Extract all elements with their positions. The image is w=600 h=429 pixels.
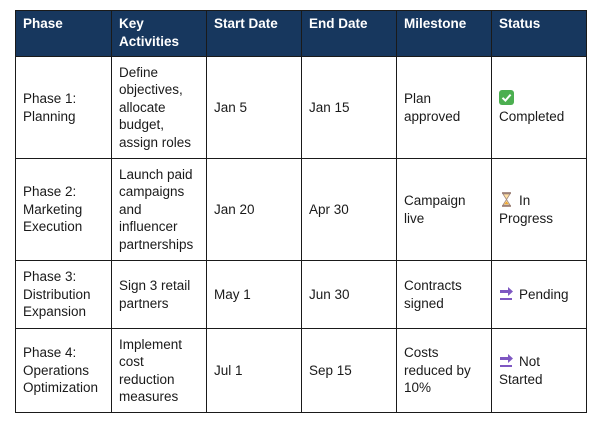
table-cell: May 1 xyxy=(206,260,302,329)
table-row: Phase 1: Planning Define objectives, allo… xyxy=(15,56,587,159)
table-cell: Phase 2: Marketing Execution xyxy=(15,158,112,261)
table-cell: Sign 3 retail partners xyxy=(111,260,207,329)
table-cell: Jan 5 xyxy=(206,56,302,159)
table-cell: Not Started xyxy=(491,328,587,413)
table-cell: Jul 1 xyxy=(206,328,302,413)
column-header: Phase xyxy=(15,10,112,57)
table-row: Phase 2: Marketing Execution Launch paid … xyxy=(15,158,587,261)
table-cell: Jan 15 xyxy=(301,56,397,159)
column-header: End Date xyxy=(301,10,397,57)
table-row: Phase 3: Distribution Expansion Sign 3 re… xyxy=(15,260,587,329)
table-cell: Phase 1: Planning xyxy=(15,56,112,159)
table-cell: Campaign live xyxy=(396,158,492,261)
status-text: Pending xyxy=(519,286,569,302)
header-row: Phase Key Activities Start Date End Date Mil… xyxy=(15,10,587,57)
table-cell: In Progress xyxy=(491,158,587,261)
status-text: Not Started xyxy=(499,354,543,387)
status-text: Completed xyxy=(499,108,565,124)
table-cell: Define objectives, allocate budget, assi… xyxy=(111,56,207,159)
column-header: Start Date xyxy=(206,10,302,57)
status-icon xyxy=(501,192,512,207)
table-container: Phase Key Activities Start Date End Date Mil… xyxy=(15,10,587,413)
table-cell: Apr 30 xyxy=(301,158,397,261)
table-row: Phase 4: Operations Optimization Implemen… xyxy=(15,328,587,413)
column-header: Status xyxy=(491,10,587,57)
table-cell: Completed xyxy=(491,56,587,159)
table-cell: Sep 15 xyxy=(301,328,397,413)
column-header: Key Activities xyxy=(111,10,207,57)
table-cell: Launch paid campaigns and influencer par… xyxy=(111,158,207,261)
status-icon xyxy=(500,286,513,300)
table-cell: Jun 30 xyxy=(301,260,397,329)
status-icon xyxy=(499,90,514,105)
table-cell: Costs reduced by 10% xyxy=(396,328,492,413)
table-cell: Plan approved xyxy=(396,56,492,159)
table-cell: Implement cost reduction measures xyxy=(111,328,207,413)
table-cell: Jan 20 xyxy=(206,158,302,261)
table-cell: Phase 4: Operations Optimization xyxy=(15,328,112,413)
table-body: Phase 1: Planning Define objectives, allo… xyxy=(15,56,587,413)
table-cell: Phase 3: Distribution Expansion xyxy=(15,260,112,329)
status-text: In Progress xyxy=(499,193,554,226)
project-table: Phase Key Activities Start Date End Date Mil… xyxy=(15,10,587,413)
column-header: Milestone xyxy=(396,10,492,57)
table-cell: Contracts signed xyxy=(396,260,492,329)
table-cell: Pending xyxy=(491,260,587,329)
status-icon xyxy=(500,354,513,367)
